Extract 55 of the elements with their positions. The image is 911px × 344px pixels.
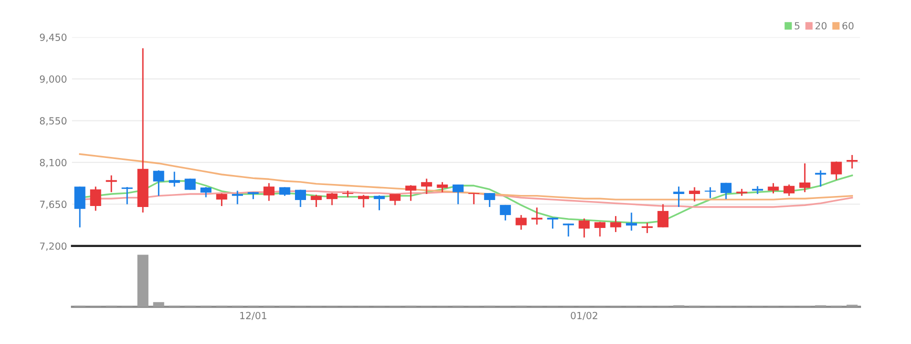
candlestick xyxy=(122,186,133,205)
candlestick xyxy=(421,178,432,195)
bar xyxy=(137,254,148,307)
candlestick xyxy=(184,178,196,191)
candlestick xyxy=(688,186,700,202)
x-tick-label: 12/01 xyxy=(240,312,266,320)
candlestick xyxy=(263,182,274,202)
candlestick xyxy=(500,204,511,222)
y-tick-label: 7,650 xyxy=(40,200,66,210)
line-series xyxy=(79,153,853,200)
candlestick xyxy=(358,194,370,208)
y-tick-label: 9,000 xyxy=(40,75,66,84)
legend-label: 5 xyxy=(794,22,800,30)
y-tick-label: 8,550 xyxy=(40,117,66,126)
candlestick xyxy=(232,190,243,205)
bar xyxy=(153,302,164,307)
candlestick xyxy=(168,171,180,188)
candlestick xyxy=(594,221,606,238)
candlestick xyxy=(326,192,338,206)
candlestick xyxy=(405,184,416,202)
candlestick xyxy=(294,189,306,208)
candlestick xyxy=(106,174,117,193)
x-tick-label: 01/02 xyxy=(570,312,598,320)
candlestick xyxy=(516,214,527,230)
candlestick xyxy=(216,192,228,207)
candlestick xyxy=(310,194,322,208)
candlestick xyxy=(673,186,684,208)
candlestick xyxy=(547,217,558,230)
candlestick xyxy=(610,215,622,233)
candlestick xyxy=(90,186,102,212)
candlestick xyxy=(153,170,164,197)
candlestick xyxy=(704,186,716,199)
candlestick xyxy=(784,184,795,197)
candlestick xyxy=(799,162,810,193)
legend-label: 60 xyxy=(842,22,854,30)
candlestick xyxy=(74,186,86,228)
candlestick xyxy=(578,218,590,238)
candlestick xyxy=(374,194,385,211)
candlestick xyxy=(768,182,779,194)
candlestick xyxy=(468,192,480,205)
candlestick xyxy=(531,206,542,226)
candlestick xyxy=(452,184,464,205)
candlestick xyxy=(562,222,574,238)
y-tick-label: 7,200 xyxy=(40,242,66,251)
candlestick xyxy=(720,182,732,200)
candlestick xyxy=(200,186,212,198)
y-tick-label: 9,450 xyxy=(40,34,66,42)
candlestick xyxy=(436,181,448,193)
y-tick-label: 8,100 xyxy=(40,158,66,168)
candlestick xyxy=(342,190,354,198)
candlestick xyxy=(484,192,496,208)
legend-label: 20 xyxy=(816,22,827,30)
candlestick xyxy=(657,204,668,228)
candlestick xyxy=(626,212,637,232)
candlestick xyxy=(830,160,842,180)
